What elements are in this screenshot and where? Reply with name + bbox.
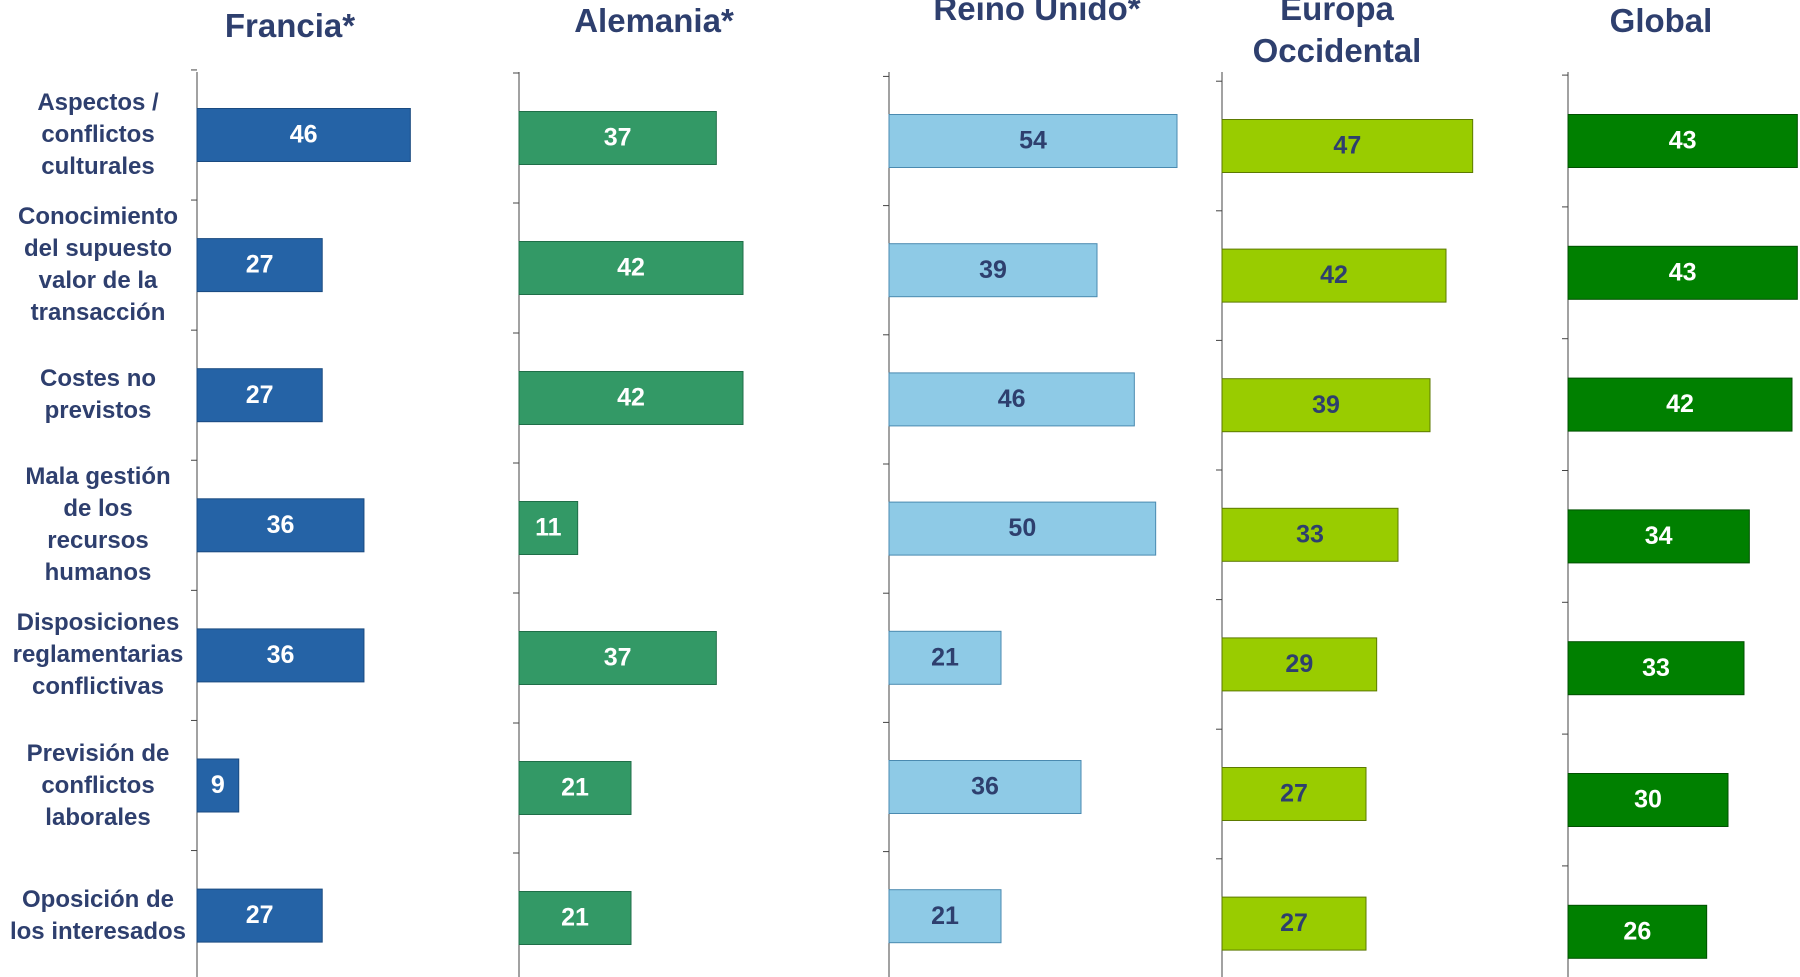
category-label: Disposiciones reglamentarias conflictiva… [12, 609, 184, 701]
bar [1221, 507, 1399, 562]
value-label: 11 [535, 514, 562, 542]
value-label: 27 [246, 381, 274, 409]
bar [518, 501, 579, 555]
value-label: 42 [1666, 390, 1694, 418]
value-label: 46 [290, 121, 318, 149]
value-label: 36 [267, 641, 295, 669]
category-label: Conocimiento del supuesto valor de la tr… [18, 203, 178, 327]
bar [888, 372, 1135, 427]
bar [1221, 896, 1367, 951]
bar [518, 891, 632, 945]
bar [1567, 377, 1793, 432]
chart-title: Europa Occidental [1252, 0, 1422, 69]
bar [1567, 509, 1750, 564]
category-label: Aspectos / conflictos culturales [37, 89, 159, 180]
bar [1221, 119, 1474, 173]
bar [518, 761, 632, 815]
bar [888, 760, 1082, 814]
value-label: 29 [1285, 650, 1313, 678]
value-label: 43 [1669, 258, 1697, 286]
bar [1221, 378, 1431, 433]
bar [196, 238, 323, 293]
bar [196, 108, 411, 162]
bar [888, 630, 1002, 685]
chart-title: Reino Unido* [933, 0, 1141, 27]
bar [888, 114, 1178, 168]
value-label: 33 [1296, 520, 1324, 548]
chart-title: Alemania* [574, 2, 734, 39]
bar [518, 111, 717, 165]
bar [1567, 114, 1798, 168]
value-label: 37 [604, 644, 632, 672]
value-label: 33 [1642, 654, 1670, 682]
value-label: 50 [1008, 514, 1036, 542]
value-label: 27 [1280, 780, 1308, 808]
value-label: 27 [246, 251, 274, 279]
bar [518, 371, 744, 425]
value-label: 47 [1333, 132, 1361, 160]
bar [888, 889, 1002, 944]
value-label: 34 [1645, 522, 1673, 550]
bar [1567, 641, 1745, 696]
value-label: 46 [998, 385, 1026, 413]
chart-title: Francia* [224, 7, 356, 44]
bar [888, 501, 1157, 556]
value-label: 39 [979, 256, 1007, 284]
category-label: Previsión de conflictos laborales [26, 739, 170, 831]
value-label: 36 [971, 773, 999, 801]
bar [1221, 248, 1447, 303]
value-label: 39 [1312, 391, 1340, 419]
bar [1221, 767, 1367, 821]
value-label: 26 [1623, 917, 1651, 945]
value-label: 21 [561, 904, 589, 932]
chart-title: Global [1609, 2, 1713, 39]
value-label: 30 [1634, 786, 1662, 814]
bar [196, 888, 323, 943]
value-label: 21 [931, 902, 959, 930]
value-label: 9 [211, 771, 225, 799]
bar [518, 241, 744, 295]
bar [196, 498, 365, 553]
value-label: 21 [931, 643, 959, 671]
value-label: 42 [1320, 261, 1348, 289]
bar [888, 243, 1098, 298]
bar [1567, 245, 1798, 300]
bar [1567, 773, 1729, 827]
value-label: 21 [561, 774, 589, 802]
category-label: Mala gestión de los recursos humanos [25, 463, 171, 587]
bar [518, 631, 717, 685]
value-label: 54 [1019, 127, 1047, 155]
bar [196, 628, 365, 683]
bar [1221, 637, 1378, 692]
value-label: 27 [1280, 909, 1308, 937]
bar [196, 758, 240, 813]
category-label: Oposición de los interesados [9, 885, 187, 945]
value-label: 27 [246, 901, 274, 929]
bar [196, 368, 323, 423]
value-label: 36 [267, 511, 295, 539]
value-label: 43 [1669, 127, 1697, 155]
value-label: 42 [617, 384, 645, 412]
value-label: 42 [617, 254, 645, 282]
category-label: Costes no previstos [39, 365, 157, 425]
value-label: 37 [604, 124, 632, 152]
bar [1567, 904, 1708, 959]
